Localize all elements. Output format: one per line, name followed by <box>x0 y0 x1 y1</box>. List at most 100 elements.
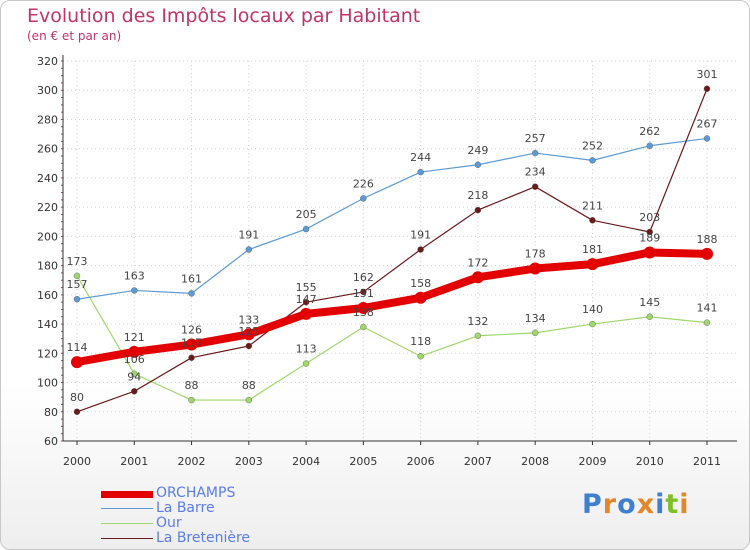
data-label-orchamps: 181 <box>582 243 603 256</box>
proxiti-logo: Proxiti <box>582 489 690 520</box>
y-tick-label: 60 <box>44 435 58 448</box>
data-point-la-bretenière <box>302 298 310 306</box>
data-point-la-barre <box>131 287 138 294</box>
series-line-our <box>76 275 708 401</box>
data-point-orchamps <box>643 246 656 259</box>
data-label-la-barre: 252 <box>582 139 603 152</box>
data-label-our: 88 <box>185 379 199 392</box>
y-tick-label: 280 <box>37 113 58 126</box>
data-label-orchamps: 133 <box>238 313 259 326</box>
x-tick-label: 2010 <box>636 455 664 468</box>
data-point-la-barre <box>360 195 367 202</box>
data-point-la-barre <box>589 157 596 164</box>
x-tick-label: 2011 <box>693 455 721 468</box>
data-point-la-bretenière <box>589 217 596 224</box>
data-label-la-bretenière: 162 <box>353 271 374 284</box>
legend-swatch-our <box>101 523 153 524</box>
x-tick-label: 2004 <box>292 455 320 468</box>
logo-letter: o <box>617 489 637 520</box>
x-tick-label: 2003 <box>235 455 263 468</box>
data-point-la-bretenière <box>360 288 367 296</box>
data-point-la-bretenière <box>703 85 711 92</box>
data-label-la-barre: 226 <box>353 177 374 190</box>
data-point-our <box>417 353 424 360</box>
data-point-la-barre <box>188 290 195 297</box>
data-label-la-barre: 161 <box>181 272 202 285</box>
data-point-orchamps <box>357 302 370 314</box>
data-point-orchamps <box>414 291 427 304</box>
legend-swatch-la-barre <box>101 508 153 509</box>
data-label-la-bretenière: 94 <box>127 370 141 383</box>
data-label-our: 134 <box>525 312 546 325</box>
data-point-orchamps <box>242 328 255 341</box>
data-point-la-bretenière <box>73 408 81 415</box>
y-tick-label: 180 <box>37 260 58 273</box>
legend-label-la-bretenière: La Bretenière <box>156 530 251 546</box>
data-label-our: 145 <box>639 296 660 309</box>
legend-swatch-orchamps <box>101 491 153 498</box>
legend-label-orchamps: ORCHAMPS <box>156 485 236 501</box>
y-tick-label: 80 <box>44 406 58 419</box>
data-label-la-bretenière: 218 <box>467 189 488 202</box>
data-point-our <box>703 319 711 326</box>
data-point-orchamps <box>185 338 198 351</box>
data-label-orchamps: 114 <box>67 341 88 354</box>
data-label-la-barre: 262 <box>639 125 660 138</box>
data-point-orchamps <box>128 345 141 358</box>
x-tick-label: 2009 <box>578 455 606 468</box>
data-label-our: 140 <box>582 303 603 316</box>
data-point-orchamps <box>529 262 542 275</box>
data-label-orchamps: 151 <box>353 287 374 300</box>
data-point-our <box>302 360 310 367</box>
data-label-la-barre: 157 <box>67 278 88 291</box>
data-label-our: 173 <box>67 255 88 268</box>
data-point-orchamps <box>71 356 83 369</box>
data-point-la-bretenière <box>188 354 195 361</box>
data-label-our: 132 <box>467 315 488 328</box>
legend-swatch-la-bretenière <box>101 538 153 539</box>
data-label-la-barre: 205 <box>296 208 317 221</box>
data-label-la-bretenière: 301 <box>697 68 718 81</box>
data-point-la-barre <box>302 225 310 233</box>
data-label-la-barre: 163 <box>124 269 145 282</box>
data-label-la-barre: 191 <box>238 229 259 242</box>
data-label-our: 106 <box>124 353 145 366</box>
data-point-la-bretenière <box>646 228 653 236</box>
data-point-our <box>646 313 653 320</box>
logo-letter: t <box>665 489 680 520</box>
y-tick-label: 200 <box>37 230 58 243</box>
data-label-orchamps: 178 <box>525 248 546 261</box>
y-tick-label: 160 <box>37 289 58 302</box>
data-label-la-bretenière: 211 <box>582 199 603 212</box>
data-point-our <box>589 320 596 328</box>
data-point-la-bretenière <box>245 342 253 350</box>
series-line-la-bretenière <box>76 88 708 413</box>
data-label-la-bretenière: 234 <box>525 166 546 179</box>
data-point-our <box>245 396 253 404</box>
data-label-la-bretenière: 191 <box>410 229 431 242</box>
data-label-la-barre: 267 <box>697 117 718 130</box>
data-point-la-barre <box>73 296 81 303</box>
data-label-our: 88 <box>242 379 256 392</box>
x-tick-label: 2006 <box>407 455 435 468</box>
logo-letter: i <box>655 489 666 520</box>
data-label-la-barre: 249 <box>467 144 488 157</box>
y-tick-label: 320 <box>37 55 58 68</box>
legend-label-our: Our <box>156 515 182 531</box>
data-label-la-bretenière: 80 <box>70 391 84 404</box>
data-label-orchamps: 147 <box>296 293 317 306</box>
data-label-orchamps: 158 <box>410 277 431 290</box>
data-label-la-bretenière: 117 <box>181 337 202 350</box>
data-point-orchamps <box>586 258 599 271</box>
x-tick-label: 2005 <box>349 455 377 468</box>
data-point-our <box>188 396 195 404</box>
y-tick-label: 140 <box>37 318 58 331</box>
data-point-la-bretenière <box>474 206 482 214</box>
data-label-la-barre: 257 <box>525 132 546 145</box>
data-point-la-barre <box>245 246 253 253</box>
y-tick-label: 120 <box>37 347 58 360</box>
data-label-la-bretenière: 125 <box>238 325 259 338</box>
data-label-our: 138 <box>353 306 374 319</box>
